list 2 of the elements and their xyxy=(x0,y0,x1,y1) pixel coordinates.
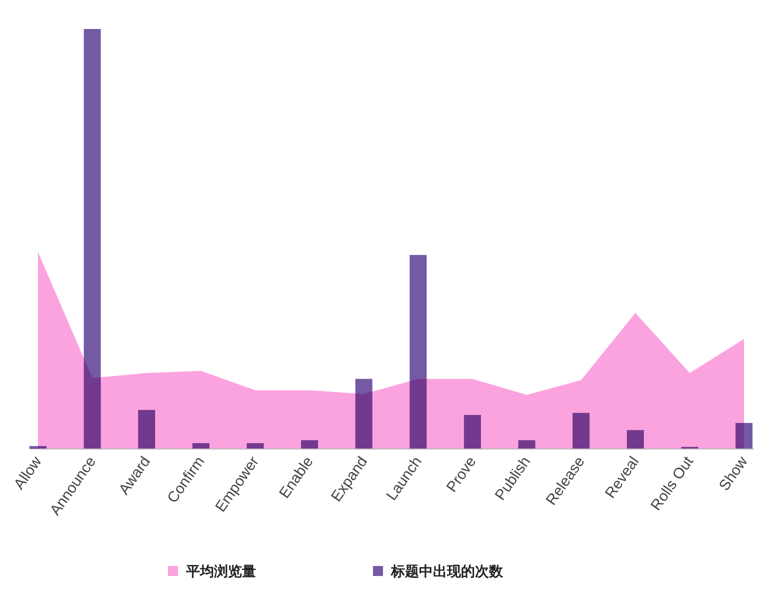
legend-label: 标题中出现的次数 xyxy=(390,563,504,579)
legend-label: 平均浏览量 xyxy=(185,563,256,579)
